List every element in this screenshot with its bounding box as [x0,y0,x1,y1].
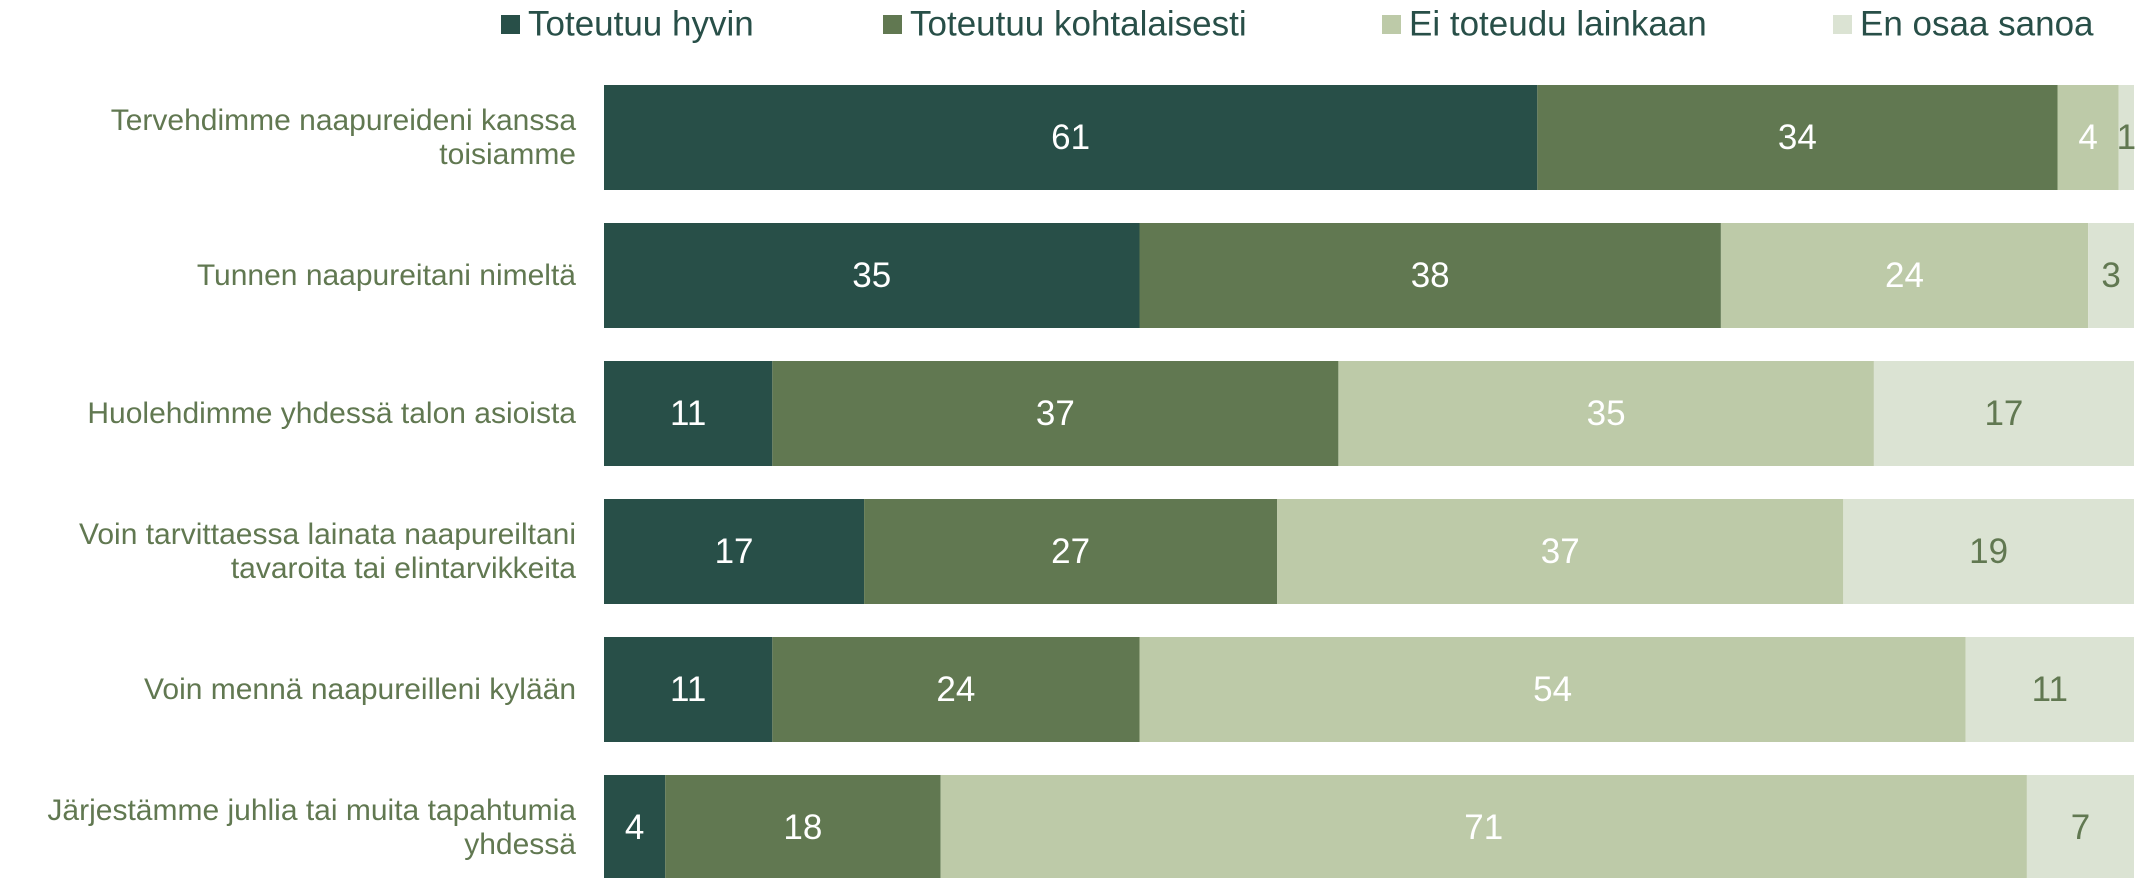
value-label: 1 [2117,118,2136,157]
legend-label: En osaa sanoa [1860,4,2094,43]
category-label: Tunnen naapureitani nimeltä [196,258,576,292]
bar-segment [772,637,1140,742]
bar-segment [604,499,865,604]
value-label: 24 [936,670,975,709]
value-label: 24 [1885,256,1924,295]
legend-label: Toteutuu hyvin [528,4,754,43]
value-label: 11 [670,394,706,433]
value-label: 37 [1541,532,1580,571]
legend-label: Ei toteudu lainkaan [1409,4,1707,43]
value-label: 61 [1051,118,1090,157]
category-label: Huolehdimme yhdessä talon asioista [87,396,576,430]
value-label: 11 [2032,670,2068,709]
value-label: 4 [2078,118,2097,157]
bar-segment [2118,85,2134,190]
bar-segment [1338,361,1874,466]
bar-segment [1720,223,2089,328]
bar-segment [604,775,666,878]
category-label: Voin mennä naapureilleni kylään [144,672,576,706]
bar-segment [2026,775,2134,878]
bar-segment [604,361,773,466]
bar-segment [1537,85,2058,190]
category-label: Tervehdimme naapureideni kanssa toisiamm… [110,103,576,171]
category-label: Voin tarvittaessa lainata naapureiltani … [79,517,576,585]
legend-swatch [501,15,520,34]
value-label: 54 [1533,670,1572,709]
value-label: 3 [2101,256,2120,295]
bar-segment [1965,637,2134,742]
value-label: 71 [1464,808,1503,847]
value-label: 34 [1778,118,1817,157]
bar-segment [665,775,941,878]
value-label: 37 [1036,394,1075,433]
legend-swatch [1833,15,1852,34]
bar-segment [1843,499,2134,604]
bar-segment [604,85,1538,190]
value-label: 7 [2071,808,2090,847]
value-label: 35 [1587,394,1626,433]
value-label: 35 [852,256,891,295]
bar-segment [2088,223,2134,328]
bar-segment [864,499,1278,604]
bar-segment [1873,361,2134,466]
category-label: Järjestämme juhlia tai muita tapahtumia … [47,793,576,861]
legend-label: Toteutuu kohtalaisesti [910,4,1247,43]
bar-segment [2057,85,2119,190]
value-label: 38 [1411,256,1450,295]
value-label: 17 [1984,394,2023,433]
bar-segment [604,223,1140,328]
bar-segment [772,361,1339,466]
bar-segment [940,775,2027,878]
value-label: 19 [1969,532,2008,571]
bar-segment [1277,499,1844,604]
value-label: 17 [715,532,754,571]
bar-segment [1139,223,1721,328]
value-label: 4 [625,808,644,847]
value-label: 27 [1051,532,1090,571]
legend-swatch [1382,15,1401,34]
legend-swatch [883,15,902,34]
value-label: 18 [783,808,822,847]
bar-segment [604,637,773,742]
value-label: 11 [670,670,706,709]
bar-segment [1139,637,1966,742]
